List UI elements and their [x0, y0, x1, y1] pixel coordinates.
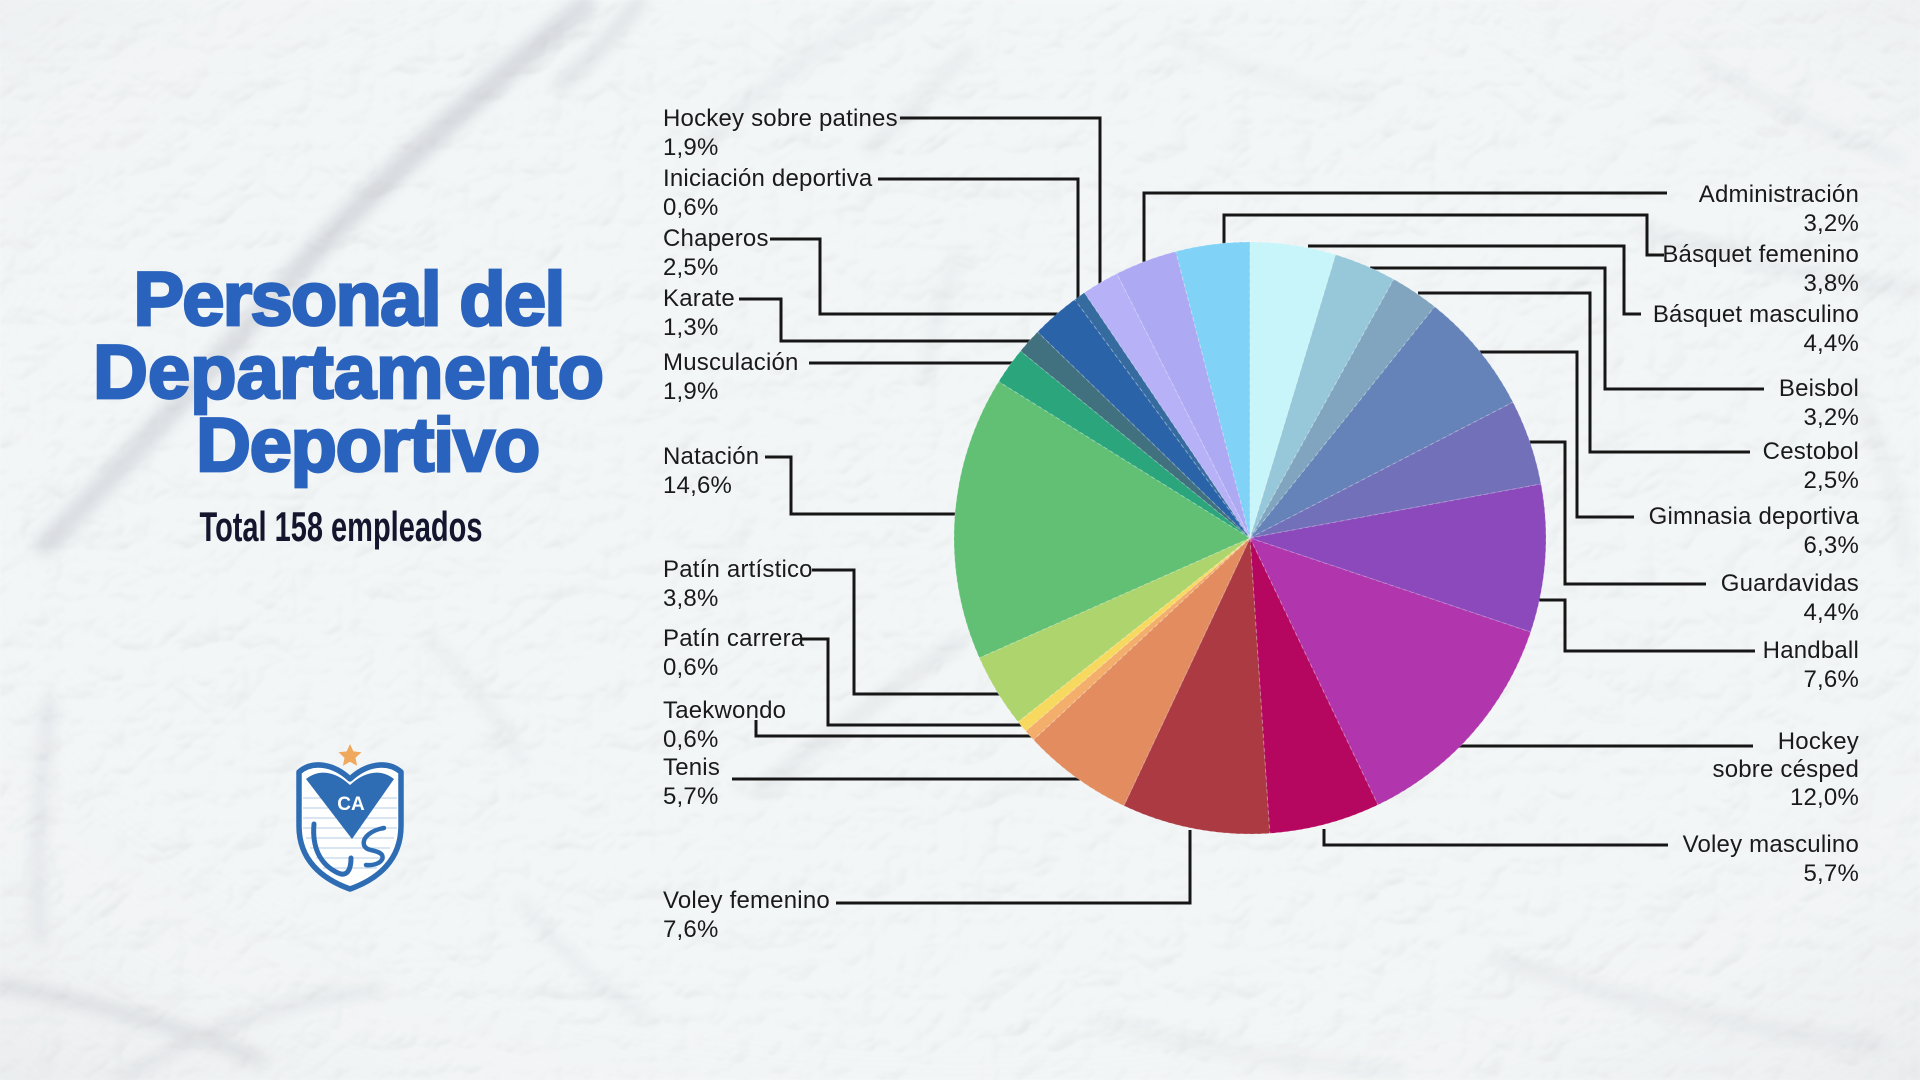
svg-text:CA: CA: [337, 794, 365, 815]
